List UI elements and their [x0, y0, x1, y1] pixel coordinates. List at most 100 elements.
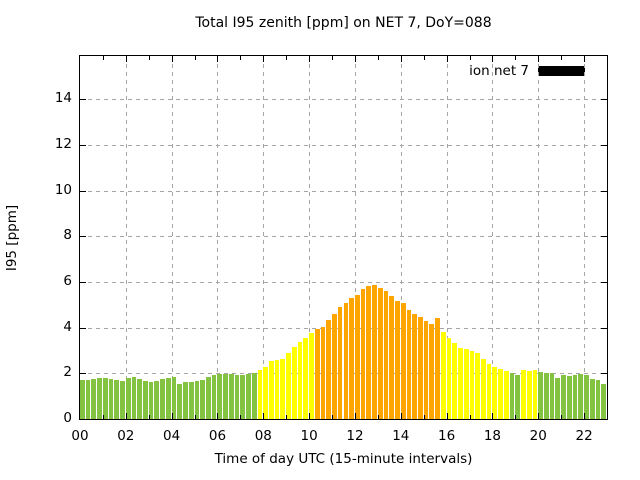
bar-22:45: [601, 383, 606, 419]
tick-x-1-bottom: [102, 415, 104, 419]
legend-swatch: [538, 66, 585, 76]
bar-17:00: [469, 350, 475, 419]
bar-16:00: [446, 337, 452, 419]
bar-13:30: [389, 295, 395, 419]
bar-04:30: [183, 382, 188, 419]
bar-04:45: [188, 381, 194, 419]
bar-11:15: [337, 307, 343, 419]
tick-y-4-right: [601, 327, 607, 329]
bar-18:30: [503, 371, 509, 419]
bar-13:00: [377, 287, 383, 419]
bar-06:45: [234, 374, 240, 419]
tick-x-7-bottom: [240, 415, 242, 419]
bar-03:45: [165, 378, 171, 419]
tick-x-11-bottom: [332, 415, 334, 419]
tick-x-17-bottom: [469, 415, 471, 419]
tick-x-5-bottom: [194, 415, 196, 419]
bar-00:00: [80, 379, 85, 419]
tick-y-12-right: [601, 145, 607, 147]
bar-22:15: [589, 379, 595, 419]
bar-19:00: [515, 375, 521, 419]
gridline-x-8: [263, 56, 265, 419]
x-tick-label-06: 06: [208, 428, 227, 444]
bar-02:45: [143, 381, 148, 419]
gridline-y-12: [80, 145, 607, 147]
bar-22:30: [595, 379, 601, 419]
bar-07:30: [251, 373, 257, 419]
bar-18:15: [498, 369, 503, 419]
tick-y-2-right: [601, 373, 607, 375]
bar-06:00: [217, 374, 223, 419]
tick-x-3-bottom: [148, 415, 150, 419]
bar-00:45: [97, 377, 102, 419]
bar-22:00: [584, 375, 589, 419]
bar-17:30: [480, 359, 486, 419]
x-tick-label-00: 00: [71, 428, 89, 444]
tick-x-16-top: [446, 56, 448, 62]
tick-x-14-top: [400, 56, 402, 62]
bar-12:00: [354, 295, 360, 419]
bar-00:30: [91, 379, 97, 419]
tick-x-1-top: [102, 56, 104, 60]
bar-19:45: [532, 369, 538, 419]
bar-09:15: [291, 347, 297, 419]
tick-y-4-left: [80, 327, 86, 329]
bar-20:15: [543, 372, 549, 419]
legend-label: ion net 7: [469, 63, 529, 79]
y-tick-label-14: 14: [54, 90, 72, 107]
x-tick-label-02: 02: [117, 428, 135, 444]
tick-y-8-right: [601, 236, 607, 238]
bar-04:00: [171, 377, 177, 419]
tick-x-13-bottom: [377, 415, 379, 419]
bar-18:45: [509, 372, 515, 419]
tick-y-6-right: [601, 282, 607, 284]
bar-11:30: [343, 302, 349, 419]
bar-01:45: [120, 381, 125, 419]
y-tick-label-10: 10: [54, 181, 72, 198]
y-tick-label-12: 12: [54, 136, 72, 153]
gridline-x-2: [125, 56, 127, 419]
bar-01:15: [108, 378, 114, 419]
bar-13:15: [383, 291, 389, 419]
bar-19:15: [521, 369, 526, 419]
tick-x-13-top: [377, 56, 379, 60]
tick-y-6-left: [80, 282, 86, 284]
tick-y-14-left: [80, 99, 86, 101]
tick-x-10-bottom: [309, 413, 311, 419]
x-axis-label: Time of day UTC (15-minute intervals): [214, 451, 473, 467]
bar-14:00: [400, 302, 406, 419]
bar-02:30: [137, 379, 142, 419]
x-tick-label-20: 20: [529, 428, 547, 444]
tick-x-9-bottom: [286, 415, 288, 419]
tick-x-4-bottom: [171, 413, 173, 419]
gridline-x-18: [492, 56, 494, 419]
gridline-x-16: [446, 56, 448, 419]
bar-16:15: [452, 343, 458, 419]
bar-21:15: [566, 375, 572, 419]
tick-x-22-bottom: [584, 413, 586, 419]
bar-06:30: [228, 374, 234, 419]
tick-y-14-right: [601, 99, 607, 101]
legend: ion net 7: [469, 63, 585, 79]
bar-09:45: [303, 337, 309, 419]
bar-13:45: [395, 301, 400, 419]
y-tick-label-4: 4: [63, 318, 72, 335]
tick-x-16-bottom: [446, 413, 448, 419]
tick-x-6-top: [217, 56, 219, 62]
bar-00:15: [85, 380, 91, 419]
tick-x-12-bottom: [354, 413, 356, 419]
gridline-x-14: [400, 56, 402, 419]
bar-01:00: [102, 378, 108, 419]
tick-y-10-right: [601, 190, 607, 192]
bar-08:15: [269, 361, 274, 419]
bar-20:45: [555, 377, 561, 419]
bar-15:00: [423, 320, 429, 419]
y-tick-label-2: 2: [63, 364, 72, 381]
gridline-x-20: [538, 56, 540, 419]
plot-area: ion net 7: [79, 55, 608, 420]
tick-x-18-top: [492, 56, 494, 62]
bar-12:45: [372, 285, 377, 419]
gridline-x-6: [217, 56, 219, 419]
gridline-y-8: [80, 236, 607, 238]
